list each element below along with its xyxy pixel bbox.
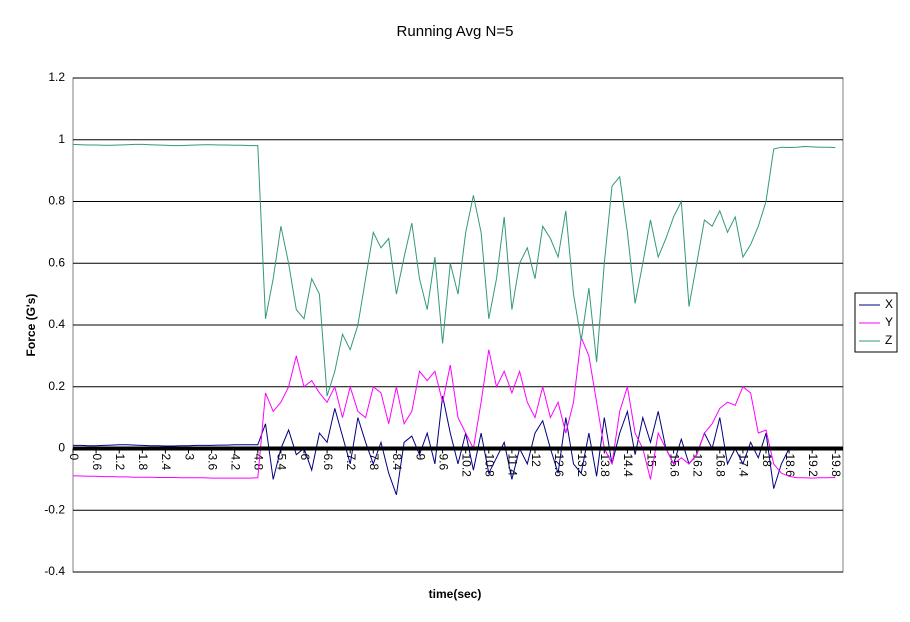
y-axis-title: Force (G's)	[24, 294, 38, 357]
x-tick-label: 6	[298, 454, 312, 461]
x-tick-label: 16.2	[691, 454, 705, 478]
x-tick-label: 1.8	[136, 454, 150, 471]
y-tick-label: -0.2	[44, 502, 65, 516]
series-line	[72, 335, 836, 480]
x-tick-label: 2.4	[159, 454, 173, 471]
x-tick-label: 3	[182, 454, 196, 461]
x-tick-label: 19.8	[829, 454, 843, 478]
y-tick-label: 0.8	[48, 194, 65, 208]
x-tick-label: 9.6	[436, 454, 450, 471]
y-tick-label: 0	[58, 441, 65, 455]
x-tick-label: 15.6	[667, 454, 681, 478]
x-tick-label: 9	[413, 454, 427, 461]
x-tick-label: 15	[644, 454, 658, 468]
x-axis-title: time(sec)	[429, 587, 482, 601]
x-tick-label: 1.2	[113, 454, 127, 471]
y-tick-label: 1	[58, 132, 65, 146]
x-tick-label: 10.2	[460, 454, 474, 478]
x-tick-label: 13.8	[598, 454, 612, 478]
chart-title: Running Avg N=5	[397, 23, 514, 40]
x-tick-label: 16.8	[714, 454, 728, 478]
x-tick-label: 11.4	[506, 454, 520, 477]
x-tick-label: 5.4	[275, 454, 289, 471]
x-tick-label: 3.6	[205, 454, 219, 471]
x-tick-label: 14.4	[621, 454, 635, 478]
x-tick-label: 0.6	[90, 454, 104, 471]
x-tick-label: 12	[529, 454, 543, 468]
y-tick-label: 0.4	[48, 317, 65, 331]
x-tick-label: 17.4	[737, 454, 751, 478]
legend-label: Z	[885, 333, 892, 347]
legend-label: X	[885, 297, 893, 311]
x-tick-label: 7.2	[344, 454, 358, 471]
x-tick-label: 4.8	[252, 454, 266, 471]
x-tick-label: 18.6	[783, 454, 797, 478]
x-tick-label: 13.2	[575, 454, 589, 478]
y-tick-label: 0.6	[48, 255, 65, 269]
legend-label: Y	[885, 315, 893, 329]
x-tick-label: 0	[67, 454, 81, 461]
x-tick-label: 19.2	[806, 454, 820, 478]
x-tick-label: 4.2	[229, 454, 243, 471]
x-tick-label: 10.8	[483, 454, 497, 478]
y-tick-label: 1.2	[48, 70, 65, 84]
series-line	[72, 143, 836, 397]
y-tick-label: -0.4	[44, 564, 65, 578]
y-tick-label: 0.2	[48, 379, 65, 393]
x-tick-label: 6.6	[321, 454, 335, 471]
